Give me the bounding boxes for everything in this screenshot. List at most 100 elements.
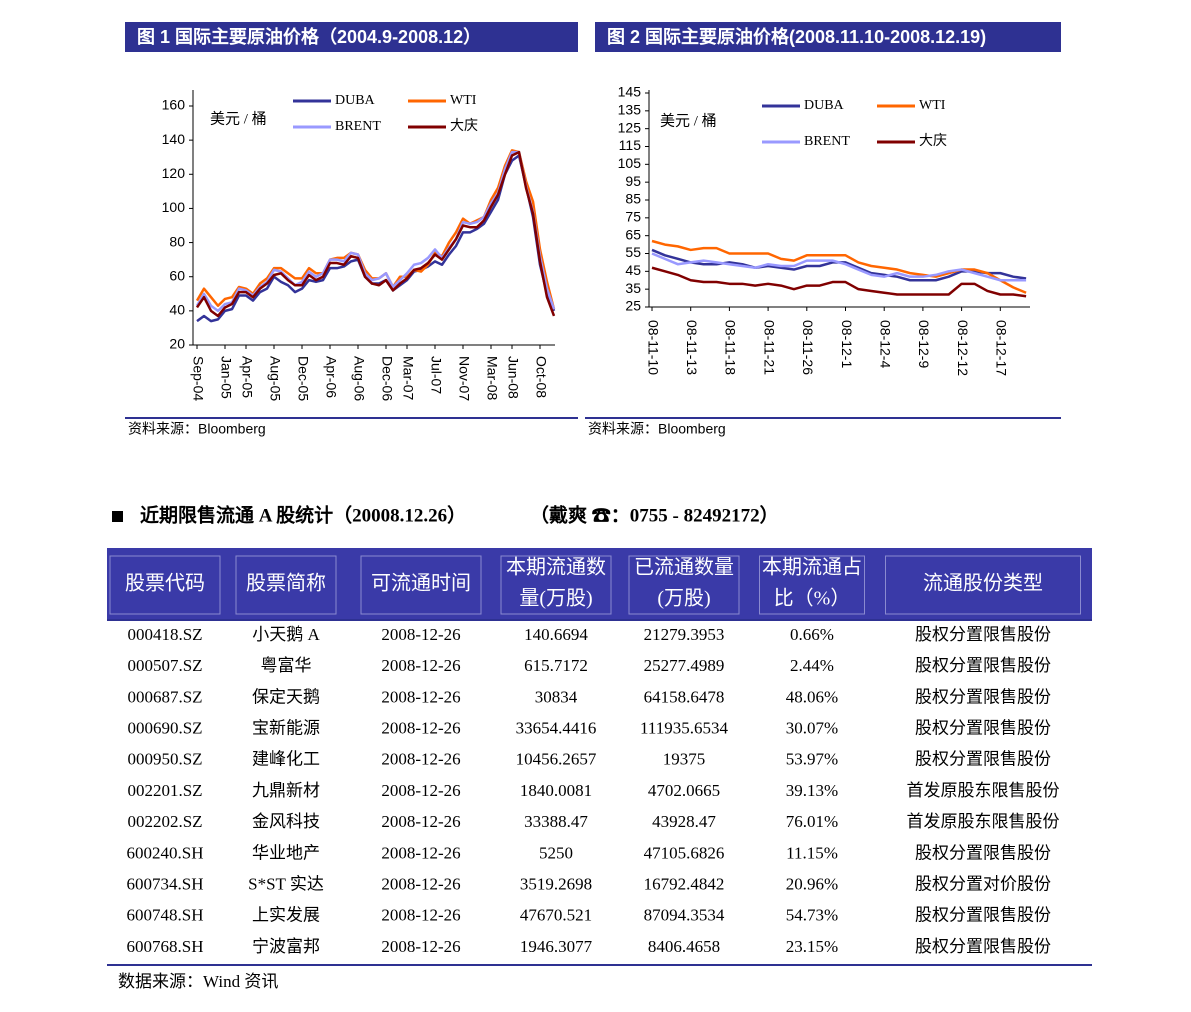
y-tick-label: 120	[162, 165, 186, 181]
table-cell: 54.73%	[786, 906, 838, 925]
table-cell: 48.06%	[786, 687, 838, 706]
y-tick-label: 85	[625, 191, 641, 207]
table-cell: 47105.6826	[644, 843, 725, 862]
y-tick-label: 60	[169, 267, 185, 283]
y-tick-label: 140	[162, 131, 186, 147]
table-header-bg	[107, 548, 1092, 620]
y-tick-label: 40	[169, 302, 185, 318]
x-tick-label: Mar-08	[484, 356, 500, 401]
source: 资料来源：Bloomberg	[128, 421, 266, 437]
table-cell: 股权分置限售股份	[915, 906, 1051, 925]
legend-label: BRENT	[335, 119, 381, 134]
table-cell: 30834	[535, 687, 578, 706]
table-cell: 2008-12-26	[381, 843, 460, 862]
table-cell: 2008-12-26	[381, 812, 460, 831]
x-tick-label: Sep-04	[190, 356, 206, 401]
table-cell: 19375	[663, 750, 706, 769]
table-cell: 首发原股东限售股份	[907, 812, 1060, 831]
table-cell: 4702.0665	[648, 781, 720, 800]
table-cell: 2008-12-26	[381, 937, 460, 956]
x-tick-label: 08-12-9	[916, 320, 932, 368]
table-cell: 股权分置限售股份	[915, 750, 1051, 769]
table-cell: 股权分置限售股份	[915, 843, 1051, 862]
y-tick-label: 125	[618, 119, 642, 135]
x-tick-label: 08-12-4	[877, 320, 893, 368]
table-cell: 600748.SH	[127, 906, 204, 925]
table-cell: 11.15%	[786, 843, 838, 862]
x-tick-label: Mar-07	[400, 356, 416, 401]
table-cell: 3519.2698	[520, 875, 592, 894]
table-cell: 2008-12-26	[381, 687, 460, 706]
header-label: 已流通数量	[634, 556, 734, 579]
header-label: 量(万股)	[519, 588, 592, 610]
table-cell: 10456.2657	[516, 750, 597, 769]
y-tick-label: 115	[619, 137, 642, 153]
x-tick-label: 08-11-21	[761, 320, 777, 375]
table-cell: 保定天鹅	[252, 687, 320, 706]
table-cell: 111935.6534	[640, 719, 728, 738]
table-cell: 股权分置对价股份	[915, 875, 1051, 894]
table-cell: 21279.3953	[644, 625, 725, 644]
table-cell: 600240.SH	[127, 843, 204, 862]
x-tick-label: 08-11-18	[723, 320, 739, 375]
table-cell: 上实发展	[252, 906, 320, 925]
chart-title: 图 1 国际主要原油价格（2004.9-2008.12）	[137, 26, 481, 47]
table-cell: S*ST 实达	[248, 875, 324, 894]
x-tick-label: 08-11-26	[800, 320, 816, 375]
table-cell: 宝新能源	[252, 719, 320, 738]
y-tick-label: 25	[625, 298, 641, 314]
y-tick-label: 95	[625, 173, 641, 189]
header-label: 流通股份类型	[923, 572, 1043, 595]
table-cell: 股权分置限售股份	[915, 937, 1051, 956]
table-cell: 金风科技	[252, 812, 320, 831]
title-bar	[595, 22, 1061, 52]
table-cell: 股权分置限售股份	[915, 719, 1051, 738]
table-cell: 宁波富邦	[252, 937, 320, 956]
table-source: 数据来源：Wind 资讯	[118, 972, 278, 991]
x-tick-label: Apr-05	[239, 356, 255, 398]
y-tick-label: 65	[625, 226, 641, 242]
x-tick-label: Aug-06	[351, 356, 367, 401]
table-cell: 股权分置限售股份	[915, 656, 1051, 675]
table-cell: 25277.4989	[644, 656, 725, 675]
y-tick-label: 55	[625, 244, 641, 260]
chart-title: 图 2 国际主要原油价格(2008.11.10-2008.12.19)	[607, 26, 986, 47]
y-tick-label: 160	[162, 97, 186, 113]
x-tick-label: 08-11-13	[684, 320, 700, 375]
title-bar	[125, 22, 578, 52]
header-label: 本期流通占	[762, 556, 862, 579]
legend-label: WTI	[450, 93, 477, 108]
table-cell: 2008-12-26	[381, 906, 460, 925]
table-cell: 首发原股东限售股份	[907, 781, 1060, 800]
table-cell: 股权分置限售股份	[915, 687, 1051, 706]
table-cell: 2008-12-26	[381, 750, 460, 769]
header-cell	[500, 555, 612, 615]
table-cell: 615.7172	[524, 656, 588, 675]
unit-label: 美元 / 桶	[210, 110, 267, 127]
table-cell: 000418.SZ	[127, 625, 202, 644]
y-tick-label: 135	[618, 102, 642, 118]
table-cell: 2008-12-26	[381, 719, 460, 738]
table-cell: 2008-12-26	[381, 875, 460, 894]
contact: （戴爽 ☎：0755 - 82492172）	[530, 503, 779, 526]
legend-label: DUBA	[804, 98, 845, 113]
header-cell	[109, 555, 221, 615]
table-cell: 53.97%	[786, 750, 838, 769]
header-cell	[885, 555, 1081, 615]
table-cell: 2008-12-26	[381, 781, 460, 800]
header-label: 可流通时间	[371, 572, 471, 595]
table-cell: 47670.521	[520, 906, 592, 925]
section-heading: 近期限售流通 A 股统计（20008.12.26）	[140, 503, 466, 526]
table-cell: 5250	[539, 843, 573, 862]
legend-label: WTI	[919, 98, 946, 113]
header-label: (万股)	[657, 588, 710, 610]
x-tick-label: Jun-08	[505, 356, 521, 399]
table-cell: 000507.SZ	[127, 656, 202, 675]
table-cell: 000950.SZ	[127, 750, 202, 769]
unit-label: 美元 / 桶	[660, 112, 717, 129]
x-tick-label: Dec-06	[379, 356, 395, 401]
header-cell	[360, 555, 482, 615]
series-line	[651, 266, 1027, 298]
table-cell: 20.96%	[786, 875, 838, 894]
